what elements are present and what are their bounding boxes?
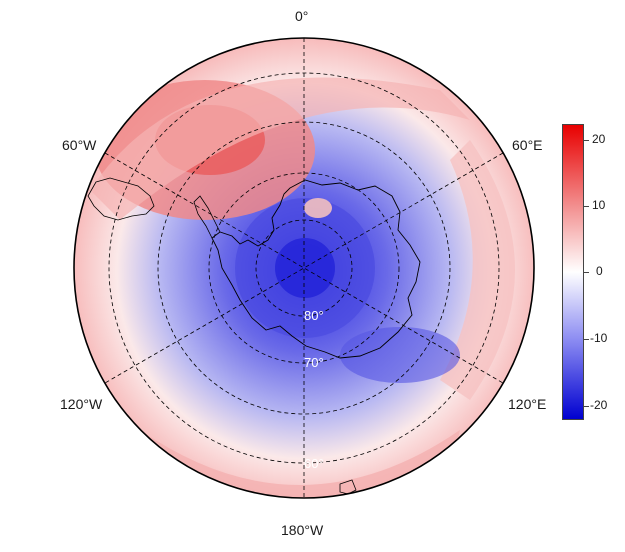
lon-label-120e: 120°E <box>508 396 547 412</box>
map-border <box>73 37 535 499</box>
lat-label-60: 60° <box>304 456 324 471</box>
colorbar-tick-10: 10 <box>592 198 606 212</box>
small-positive-spot <box>304 198 332 218</box>
lon-label-60e: 60°E <box>512 137 543 153</box>
colorbar <box>562 124 584 420</box>
field-layer <box>74 38 534 498</box>
antarctica-coastline <box>211 179 421 359</box>
lon-label-180: 180°W <box>281 522 324 538</box>
colorbar-tick-20: 20 <box>592 132 606 146</box>
graticule <box>104 38 504 498</box>
colorbar-tick-0: 0 <box>596 264 603 278</box>
negative-patch-lower-right <box>340 327 460 383</box>
lat-label-80: 80° <box>304 308 324 323</box>
positive-rim-band <box>90 77 470 220</box>
lon-label-120w: 120°W <box>60 396 103 412</box>
australia-coastline <box>339 479 357 495</box>
colorbar-tick-neg10: -10 <box>590 331 608 345</box>
lon-label-60w: 60°W <box>62 137 97 153</box>
colorbar-tick-neg20: -20 <box>590 398 608 412</box>
positive-right-band <box>440 140 515 400</box>
antarctic-peninsula <box>193 195 221 239</box>
lat-label-70: 70° <box>304 355 324 370</box>
negative-center <box>275 238 335 298</box>
south-america-coastline <box>87 177 155 221</box>
lon-label-0: 0° <box>295 8 309 24</box>
